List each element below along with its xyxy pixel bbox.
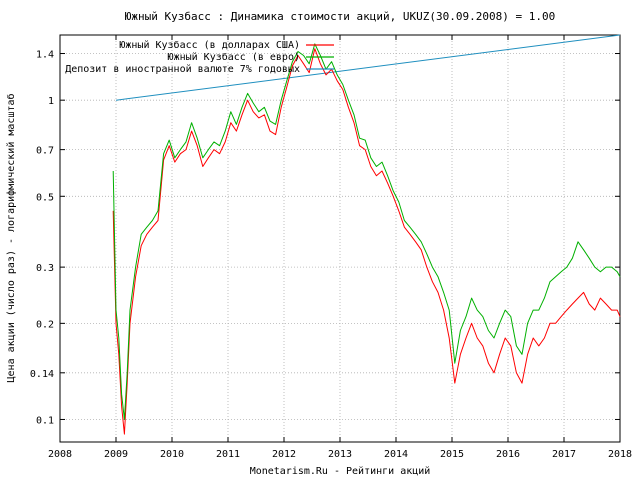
y-tick-label: 0.3 xyxy=(36,263,54,274)
legend-label-eur: Южный Кузбасс (в евро) xyxy=(168,51,300,63)
chart-title: Южный Кузбасс : Динамика стоимости акций… xyxy=(125,10,555,23)
legend: Южный Кузбасс (в долларах США) Южный Куз… xyxy=(65,39,334,75)
x-tick-label: 2009 xyxy=(104,449,128,460)
y-tick-label: 0.14 xyxy=(30,369,54,380)
x-axis-label: Monetarism.Ru - Рейтинги акций xyxy=(250,465,431,477)
y-tick-label: 0.7 xyxy=(36,146,54,157)
x-tick-label: 2011 xyxy=(216,449,240,460)
x-tick-label: 2012 xyxy=(272,449,296,460)
x-tick-label: 2013 xyxy=(328,449,352,460)
legend-label-usd: Южный Кузбасс (в долларах США) xyxy=(119,39,300,51)
series-line-deposit xyxy=(115,34,621,101)
series-line-usd xyxy=(112,48,621,435)
y-tick-label: 0.2 xyxy=(36,319,54,330)
y-tick-label: 0.1 xyxy=(36,415,54,426)
x-tick-label: 2017 xyxy=(552,449,576,460)
x-tick-label: 2016 xyxy=(496,449,520,460)
x-tick-label: 2015 xyxy=(440,449,464,460)
x-tick-label: 2010 xyxy=(160,449,184,460)
series-lines xyxy=(112,34,621,435)
x-tick-label: 2014 xyxy=(384,449,408,460)
y-tick-label: 0.5 xyxy=(36,192,54,203)
y-tick-label: 1.4 xyxy=(36,50,54,61)
x-tick-label: 2008 xyxy=(48,449,72,460)
legend-label-deposit: Депозит в иностранной валюте 7% годовых xyxy=(65,63,300,75)
grid xyxy=(60,35,620,442)
series-line-eur xyxy=(112,43,621,420)
y-tick-label: 1 xyxy=(48,96,54,107)
axis-ticks: 2008 2009 2010 2011 2012 2013 2014 2015 2016 2017… xyxy=(30,35,632,460)
y-axis-label: Цена акции (число раз) - логарифмический… xyxy=(5,94,17,383)
x-tick-label: 2018 xyxy=(608,449,632,460)
